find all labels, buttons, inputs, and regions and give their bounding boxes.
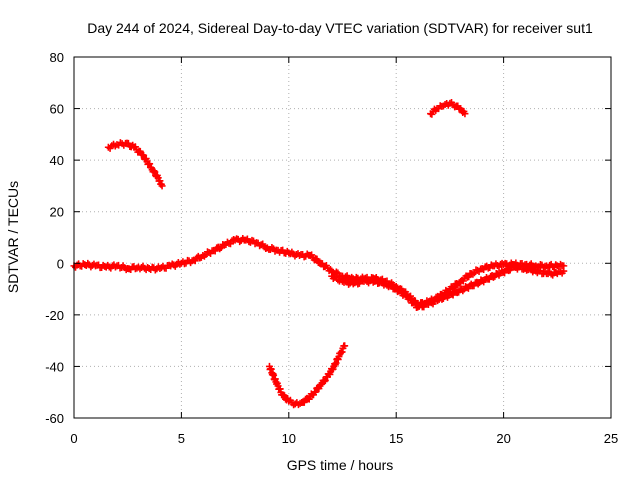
data-point bbox=[136, 147, 144, 155]
y-tick-label: -20 bbox=[45, 308, 64, 323]
data-point bbox=[461, 110, 469, 118]
data-point bbox=[560, 267, 568, 275]
series-arc-upper-left bbox=[104, 139, 166, 190]
data-point bbox=[341, 342, 349, 350]
series-arc-lower bbox=[265, 342, 349, 409]
y-tick-label: 0 bbox=[57, 256, 64, 271]
series-main-track-lower-band bbox=[328, 263, 568, 312]
x-axis-label: GPS time / hours bbox=[287, 457, 394, 473]
x-tick-label: 10 bbox=[282, 431, 296, 446]
data-point bbox=[438, 295, 446, 303]
data-point bbox=[321, 377, 329, 385]
y-tick-label: -60 bbox=[45, 411, 64, 426]
plot-frame bbox=[73, 56, 612, 419]
data-point bbox=[338, 348, 346, 356]
marks-layer bbox=[70, 98, 568, 409]
y-tick-label: 60 bbox=[50, 102, 64, 117]
x-tick-label: 0 bbox=[70, 431, 77, 446]
data-point bbox=[474, 280, 482, 288]
y-tick-label: 80 bbox=[50, 50, 64, 65]
x-tick-label: 15 bbox=[389, 431, 403, 446]
data-point bbox=[300, 398, 308, 406]
tick-label-layer: 0 5 10 15 20 25 -60 -40 -20 0 20 40 60 80 bbox=[45, 50, 618, 446]
data-point bbox=[158, 182, 166, 190]
y-axis-label: SDTVAR / TECUs bbox=[5, 181, 21, 293]
data-point bbox=[320, 377, 328, 385]
x-tick-label: 20 bbox=[496, 431, 510, 446]
data-point bbox=[312, 388, 320, 396]
y-tick-label: 40 bbox=[50, 153, 64, 168]
grid-layer bbox=[74, 57, 611, 418]
series-main-track bbox=[70, 234, 568, 309]
data-point bbox=[489, 273, 497, 281]
y-tick-label: 20 bbox=[50, 205, 64, 220]
ticks-layer bbox=[73, 56, 612, 419]
chart-title: Day 244 of 2024, Sidereal Day-to-day VTE… bbox=[87, 20, 593, 36]
x-tick-label: 5 bbox=[178, 431, 185, 446]
data-point bbox=[313, 255, 321, 263]
y-tick-label: -40 bbox=[45, 359, 64, 374]
data-point bbox=[150, 167, 158, 175]
data-point bbox=[146, 160, 154, 168]
series-arc-upper-right bbox=[427, 98, 469, 118]
x-tick-label: 25 bbox=[604, 431, 618, 446]
